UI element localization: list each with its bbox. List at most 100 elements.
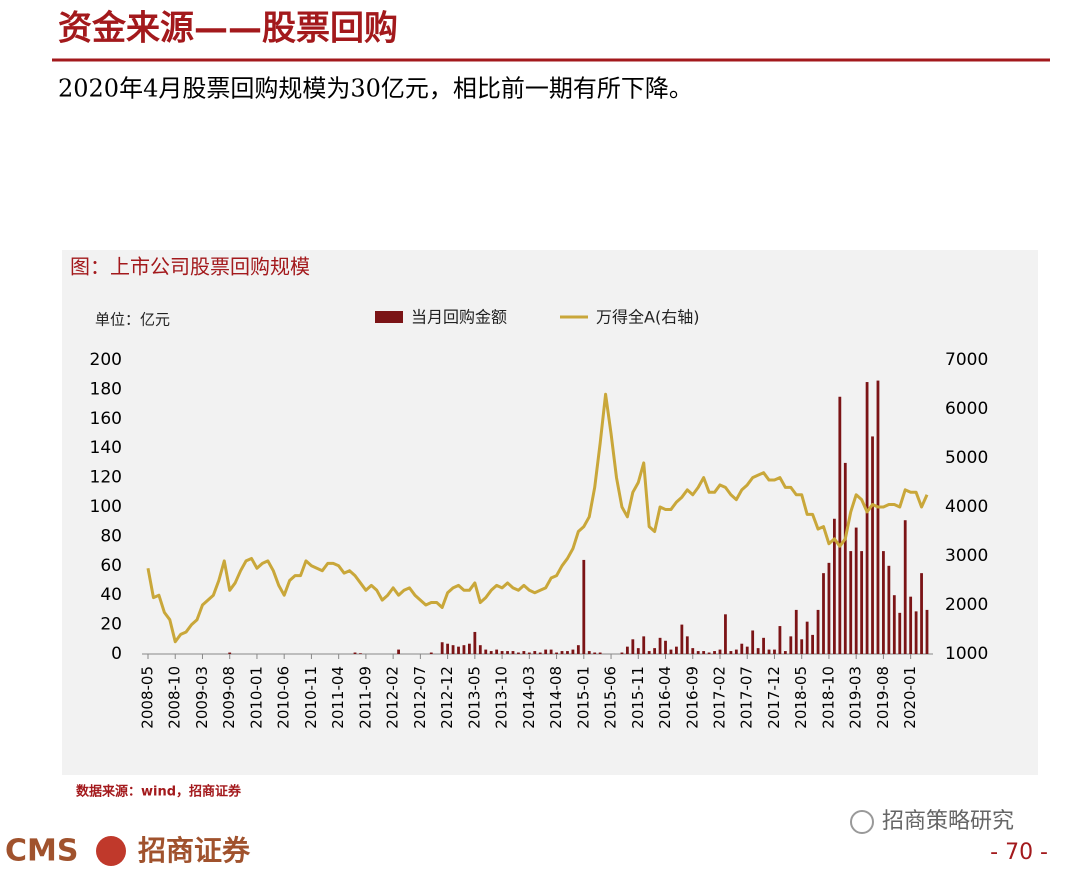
bar	[473, 631, 477, 654]
x-tick-label: 2012-07	[411, 666, 429, 729]
x-tick-label: 2009-03	[193, 666, 211, 729]
bar	[566, 651, 569, 654]
y2-tick-label: 6000	[945, 399, 988, 419]
bar	[713, 651, 716, 654]
x-tick-label: 2012-12	[438, 666, 456, 729]
logo-emblem	[96, 836, 126, 866]
y-tick-label: 200	[90, 350, 122, 370]
x-tick-label: 2014-03	[520, 666, 538, 729]
x-tick-label: 2015-11	[629, 666, 647, 729]
y2-tick-label: 7000	[945, 350, 988, 370]
bar	[914, 611, 918, 654]
bar	[359, 653, 362, 654]
bar	[522, 651, 526, 654]
bar	[734, 649, 738, 654]
bar	[925, 609, 929, 654]
bar	[751, 630, 755, 654]
bar	[832, 518, 836, 654]
bar	[794, 609, 798, 654]
bar	[500, 651, 504, 654]
bar	[598, 652, 602, 654]
bar	[724, 614, 727, 654]
bar	[647, 651, 651, 654]
bar	[353, 652, 357, 654]
bar	[489, 651, 493, 654]
slide-title: 资金来源——股票回购	[58, 9, 398, 49]
bar	[740, 643, 744, 654]
bar	[707, 652, 711, 654]
x-tick-label: 2013-10	[493, 666, 511, 729]
bar	[669, 649, 673, 654]
bar	[462, 645, 466, 654]
x-tick-label: 2012-02	[384, 666, 402, 729]
x-tick-label: 2010-06	[275, 666, 293, 729]
y-tick-label: 120	[90, 468, 122, 488]
bar	[860, 551, 864, 654]
x-tick-label: 2017-02	[710, 666, 728, 729]
bar	[680, 624, 684, 654]
bar	[555, 652, 558, 654]
bar	[468, 643, 471, 654]
y-tick-label: 0	[111, 644, 122, 664]
brand: 招商证券	[138, 834, 251, 867]
bar	[620, 652, 624, 654]
bar	[397, 649, 400, 654]
bar	[675, 646, 678, 654]
bar	[909, 596, 913, 654]
bar	[544, 649, 548, 654]
x-tick-label: 2010-01	[247, 666, 265, 729]
y2-tick-label: 3000	[945, 546, 988, 566]
y-tick-label: 140	[90, 438, 122, 458]
source: 数据来源：wind，招商证券	[76, 784, 242, 800]
y-tick-label: 20	[100, 615, 122, 635]
bar	[658, 637, 662, 654]
line	[146, 392, 929, 644]
bar	[560, 651, 564, 654]
y-tick-label: 180	[90, 379, 122, 399]
bar	[538, 652, 542, 654]
bar	[882, 551, 885, 654]
subtitle: 2020年4月股票回购规模为30亿元，相比前一期有所下降。	[58, 75, 693, 103]
x-tick-label: 2015-06	[602, 666, 620, 729]
legend-swatch	[375, 311, 403, 323]
x-tick-label: 2008-10	[166, 666, 184, 729]
y2-tick-label: 1000	[945, 644, 988, 664]
bar	[691, 648, 695, 654]
bar	[506, 651, 509, 654]
x-tick-label: 2008-05	[139, 666, 157, 729]
x-tick-label: 2014-08	[547, 666, 565, 729]
bar	[849, 551, 853, 654]
bar	[854, 527, 858, 654]
bar	[702, 651, 706, 654]
x-tick-label: 2017-07	[738, 666, 756, 729]
bar	[887, 565, 891, 654]
x-tick-label: 2018-05	[792, 666, 810, 729]
bar	[625, 646, 629, 654]
bar	[636, 648, 640, 654]
x-tick-label: 2010-11	[302, 666, 320, 729]
bar	[527, 652, 531, 654]
bar	[903, 520, 907, 654]
bar	[745, 646, 749, 654]
x-tick-label: 2016-09	[683, 666, 701, 729]
bar	[451, 645, 455, 654]
y2-tick-label: 4000	[945, 497, 988, 517]
bar	[762, 637, 765, 654]
bar	[696, 651, 700, 654]
bar	[664, 640, 667, 654]
bar	[822, 573, 825, 654]
x-tick-label: 2016-04	[656, 666, 674, 729]
wechat-name: 招商策略研究	[882, 809, 1014, 834]
bar	[811, 634, 815, 654]
bar	[789, 636, 793, 654]
bar	[495, 649, 499, 654]
bar	[440, 642, 444, 654]
bar	[484, 649, 488, 654]
bar	[800, 639, 804, 654]
y-tick-label: 40	[100, 585, 122, 605]
x-tick-label: 2020-01	[901, 666, 919, 729]
y-tick-label: 100	[90, 497, 122, 517]
x-tick-label: 2009-08	[220, 666, 238, 729]
logo: CMS	[5, 834, 78, 869]
